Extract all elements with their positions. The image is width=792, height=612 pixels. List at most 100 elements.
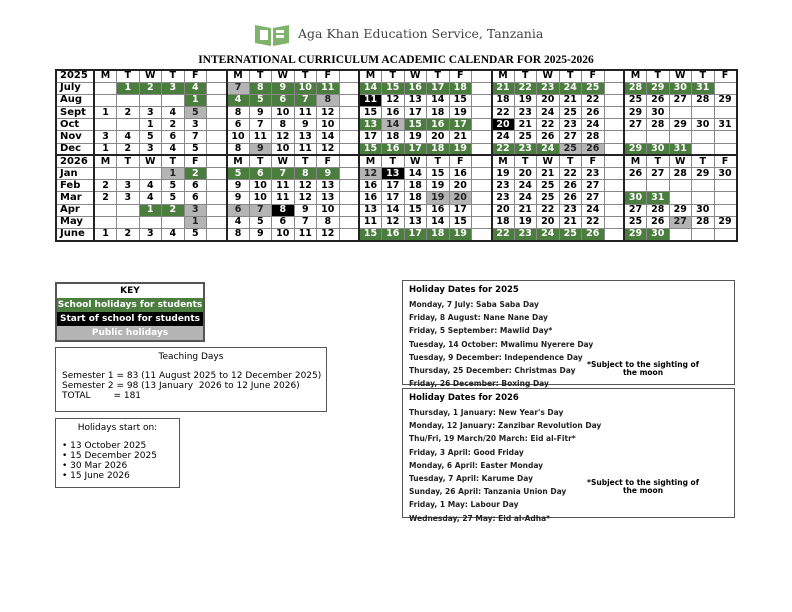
week-spacer <box>603 191 625 205</box>
school-holiday-cell: 28 <box>623 81 647 95</box>
school-holiday-cell: 15 <box>358 142 382 156</box>
week-spacer <box>206 166 227 181</box>
school-holiday-cell: 7 <box>271 166 295 181</box>
week-spacer <box>471 130 492 144</box>
day-cell: 12 <box>293 191 317 205</box>
day-cell: 1 <box>93 106 117 120</box>
weekday-header: F <box>448 69 472 83</box>
school-holiday-cell: 4 <box>225 93 250 108</box>
school-holiday-cell: 1 <box>183 93 207 108</box>
month-label: July <box>55 81 95 95</box>
key-start-of-school: Start of school for students <box>57 312 203 326</box>
day-cell: 12 <box>316 142 340 156</box>
week-spacer <box>471 179 492 193</box>
public-holiday-cell: 3 <box>183 203 207 217</box>
school-holiday-cell: 25 <box>581 81 605 95</box>
school-holiday-cell: 23 <box>536 81 560 95</box>
holiday-item: Thu/Fri, 19 March/20 March: Eid al-Fitr* <box>409 434 576 444</box>
week-spacer <box>206 81 227 95</box>
holiday-dates-2025-title: Holiday Dates for 2025 <box>409 285 519 295</box>
weekday-header: M <box>623 154 647 169</box>
school-holiday-cell: 9 <box>316 166 340 181</box>
holiday-item: Friday, 8 August: Nane Nane Day <box>409 313 548 323</box>
day-cell: 9 <box>225 191 250 205</box>
day-cell: 5 <box>248 215 272 229</box>
empty-cell <box>93 166 117 181</box>
school-holiday-cell: 16 <box>426 118 450 132</box>
school-holiday-cell: 2 <box>161 203 185 217</box>
day-cell: 21 <box>536 166 560 181</box>
day-cell: 28 <box>646 203 670 217</box>
day-cell: 24 <box>581 118 605 132</box>
day-cell: 13 <box>403 215 427 229</box>
weekday-header: T <box>513 154 537 169</box>
week-spacer <box>471 69 492 83</box>
teaching-days-title: Teaching Days <box>158 352 224 362</box>
day-cell: 29 <box>713 215 737 229</box>
weekday-header: T <box>558 154 582 169</box>
month-row: Mar 2 3 4 5 6 9 10 11 12 13 16 17 18 19 20 23 24 25 26 27 30 3… <box>55 191 737 205</box>
holiday-dates-2025: Holiday Dates for 2025 Monday, 7 July: S… <box>402 280 735 388</box>
public-holiday-cell: 6 <box>225 203 250 217</box>
school-holiday-cell: 22 <box>490 142 515 156</box>
day-cell: 11 <box>271 179 295 193</box>
empty-cell <box>713 142 737 156</box>
weekday-header: M <box>623 69 647 83</box>
day-cell: 17 <box>358 130 382 144</box>
day-cell: 14 <box>426 93 450 108</box>
moon-note: *Subject to the sighting of the moon <box>587 360 699 377</box>
day-cell: 15 <box>358 106 382 120</box>
day-cell: 13 <box>316 191 340 205</box>
year-header-row: 2026 M T W T F M T W T F M T W T F M T W T F M T W T F <box>55 154 737 169</box>
school-holiday-cell: 2 <box>138 81 162 95</box>
day-cell: 6 <box>183 191 207 205</box>
day-cell: 27 <box>558 130 582 144</box>
week-spacer <box>338 191 360 205</box>
month-row: Jan 1 2 5 6 7 8 9 12 13 14 15 16 19 20 21 22 23 26 27 28 29 30 <box>55 166 737 181</box>
moon-note: *Subject to the sighting of the moon <box>587 478 699 495</box>
day-cell: 14 <box>316 130 340 144</box>
day-cell: 2 <box>161 118 185 132</box>
weekday-header: T <box>691 69 715 83</box>
empty-cell <box>668 130 692 144</box>
day-cell: 9 <box>293 203 317 217</box>
empty-cell <box>668 106 692 120</box>
day-cell: 23 <box>490 191 515 205</box>
day-cell: 14 <box>381 203 405 217</box>
day-cell: 26 <box>536 130 560 144</box>
school-holiday-cell: 17 <box>403 227 427 242</box>
organization-name: Aga Khan Education Service, Tanzania <box>298 26 544 41</box>
semester-2: Semester 2 = 98 (13 January 2026 to 12 J… <box>62 381 300 391</box>
week-spacer <box>206 106 227 120</box>
day-cell: 20 <box>536 93 560 108</box>
school-holiday-cell: 16 <box>403 81 427 95</box>
empty-cell <box>691 179 715 193</box>
week-spacer <box>206 215 227 229</box>
school-holiday-cell: 15 <box>403 118 427 132</box>
day-cell: 5 <box>183 227 207 242</box>
school-holiday-cell: 31 <box>646 191 670 205</box>
day-cell: 28 <box>646 118 670 132</box>
school-start-cell: 13 <box>381 166 405 181</box>
week-spacer <box>206 203 227 217</box>
day-cell: 17 <box>381 191 405 205</box>
day-cell: 19 <box>448 106 472 120</box>
day-cell: 16 <box>381 106 405 120</box>
holiday-start-item: • 30 Mar 2026 <box>62 461 128 471</box>
empty-cell <box>138 93 162 108</box>
school-holiday-cell: 18 <box>426 227 450 242</box>
day-cell: 25 <box>558 106 582 120</box>
weekday-header: T <box>381 154 405 169</box>
weekday-header: T <box>161 154 185 169</box>
weekday-header: W <box>536 69 560 83</box>
day-cell: 18 <box>490 215 515 229</box>
day-cell: 12 <box>271 130 295 144</box>
school-holiday-cell: 30 <box>668 81 692 95</box>
day-cell: 20 <box>513 166 537 181</box>
day-cell: 12 <box>381 215 405 229</box>
empty-cell <box>713 179 737 193</box>
day-cell: 2 <box>116 227 140 242</box>
weekday-header: M <box>93 69 117 83</box>
week-spacer <box>603 227 625 242</box>
month-row: May 1 4 5 6 7 8 11 12 13 14 15 18 19 20 21 22 25 26 27 28 29 <box>55 215 737 229</box>
